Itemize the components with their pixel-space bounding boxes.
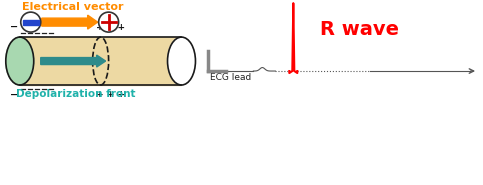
Text: ECG lead: ECG lead [211,73,252,82]
Text: −: − [10,22,18,32]
Bar [23,20,39,25]
Circle shape [21,12,41,32]
Circle shape [99,12,119,32]
Text: + + +: + + + [96,90,125,99]
Text: R wave: R wave [320,20,399,39]
FancyArrow shape [41,55,106,67]
Text: −: − [10,90,18,100]
Text: Depolarization front: Depolarization front [16,89,135,99]
Ellipse shape [168,37,196,85]
Ellipse shape [6,37,34,85]
FancyArrow shape [42,15,98,29]
Bar [20,37,182,85]
Text: + + +: + + + [96,23,125,32]
Text: Electrical vector: Electrical vector [22,2,124,12]
